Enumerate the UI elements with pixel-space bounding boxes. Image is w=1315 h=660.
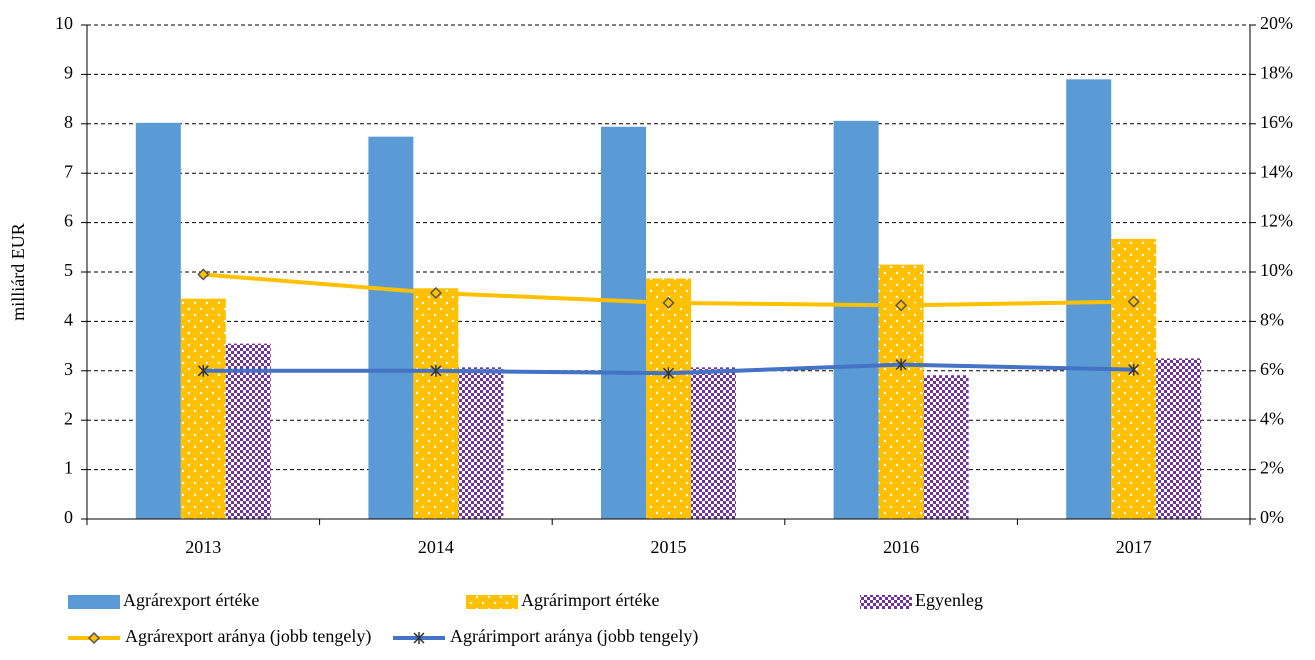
bar [225,343,271,519]
bar [1156,358,1202,519]
x-tick-label: 2015 [651,537,687,557]
bar [1066,79,1112,519]
marker-star [895,358,907,371]
marker-diamond [197,268,210,281]
y2-tick-label: 8% [1260,310,1284,330]
bar [923,375,969,519]
y2-tick-label: 10% [1260,260,1293,280]
bar [413,288,459,519]
y2-tick-label: 20% [1260,13,1293,33]
marker-star [662,367,675,380]
x-tick-label: 2013 [185,537,221,557]
y2-tick-label: 18% [1260,63,1293,83]
legend-label: Agrárexport aránya (jobb tengely) [125,626,371,647]
legend-label: Agrárexport értéke [123,590,259,610]
y-tick-label: 3 [64,359,73,379]
marker-star [197,364,209,377]
y2-tick-label: 0% [1260,507,1284,527]
y2-tick-label: 14% [1260,161,1293,181]
x-tick-label: 2017 [1116,537,1152,557]
bar [458,367,504,519]
bar [646,278,691,519]
bar [135,122,181,519]
marker-diamond [895,299,908,312]
y-tick-label: 6 [64,211,73,231]
legend-swatch [466,595,518,609]
bar [180,298,226,519]
legend-swatch [68,595,120,609]
y-tick-label: 5 [64,260,73,280]
y2-tick-label: 16% [1260,112,1293,132]
legend-label: Agrárimport aránya (jobb tengely) [450,626,698,647]
y2-tick-label: 2% [1260,458,1284,478]
marker-diamond [662,296,675,309]
y-axis-label: milliárd EUR [8,223,28,321]
bar [691,367,736,519]
bar [1111,238,1157,520]
legend-label: Egyenleg [915,590,983,610]
y2-tick-label: 6% [1260,359,1284,379]
bar [601,126,646,519]
bar [368,136,414,520]
y-tick-label: 2 [64,408,73,428]
y2-tick-label: 12% [1260,211,1293,231]
legend-marker [413,632,425,644]
legend-swatch [860,595,912,609]
y-tick-label: 7 [64,161,73,181]
y-tick-label: 1 [64,458,73,478]
marker-star [1128,363,1140,376]
legend-marker [87,631,101,645]
y-tick-label: 9 [64,63,73,83]
y-tick-label: 10 [55,13,73,33]
marker-star [430,364,442,377]
y-tick-label: 8 [64,112,73,132]
y-tick-label: 4 [64,310,73,330]
bar [833,120,879,519]
y2-tick-label: 4% [1260,408,1284,428]
marker-diamond [1127,295,1140,308]
y-tick-label: 0 [64,507,73,527]
legend-label: Agrárimport értéke [521,590,659,610]
marker-diamond [429,286,442,300]
x-tick-label: 2016 [883,537,919,557]
x-tick-label: 2014 [418,537,454,557]
